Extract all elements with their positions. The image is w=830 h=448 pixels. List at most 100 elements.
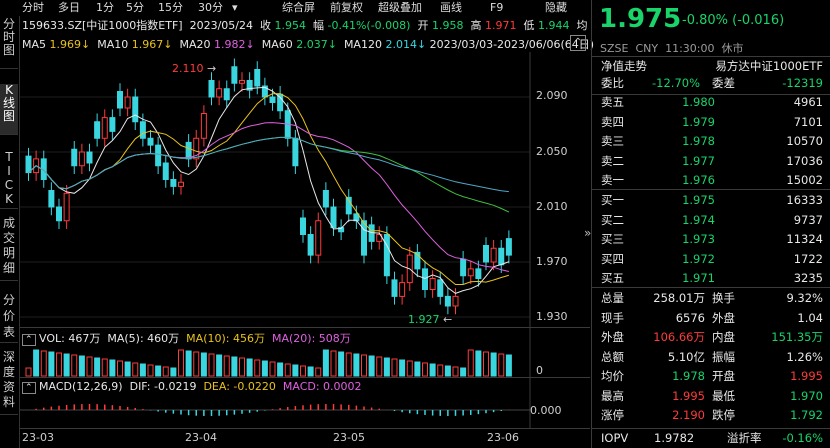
- candle-body: [437, 279, 444, 297]
- bid-level-label: 买三: [601, 232, 624, 246]
- volume-bar: [391, 358, 398, 377]
- stat-value: 258.01万: [653, 291, 705, 305]
- bid-level-label: 买一: [601, 193, 624, 207]
- volume-bar: [444, 365, 451, 377]
- ask-price: 1.976: [682, 173, 715, 187]
- volume-bar: [376, 356, 383, 377]
- candle-body: [48, 190, 55, 208]
- candle-body: [216, 88, 223, 98]
- bid-price: 1.972: [682, 251, 715, 266]
- tab-multiday[interactable]: 多日: [58, 1, 80, 14]
- tab-kline-chart[interactable]: K线图: [0, 84, 18, 135]
- bid-volume: 9737: [793, 212, 823, 227]
- high-label: 高: [470, 19, 482, 32]
- candle-body: [414, 251, 421, 270]
- candle-body: [178, 181, 184, 187]
- market-info: SZSE CNY 11:30:00 休市: [600, 40, 744, 56]
- divider: [592, 94, 830, 95]
- tab-hide[interactable]: 隐藏: [545, 1, 567, 14]
- ma-line: [28, 122, 510, 272]
- collapse-icon[interactable]: ⌃: [570, 35, 586, 51]
- candle-body: [505, 238, 512, 256]
- price-tick: 2.050: [536, 145, 568, 158]
- quote-panel: 1.975 -0.80% (-0.016) SZSE CNY 11:30:00 …: [591, 0, 830, 448]
- currency: CNY: [635, 42, 659, 55]
- tab-5min[interactable]: 5分: [126, 1, 144, 14]
- candle-body: [490, 247, 497, 263]
- volume-bar: [307, 366, 314, 377]
- volume-bars: [25, 349, 512, 377]
- period-dropdown-icon[interactable]: ▾: [232, 1, 238, 14]
- ma-line: [28, 136, 509, 193]
- ma10-label: MA10: [97, 38, 129, 51]
- tab-1min[interactable]: 1分: [96, 1, 114, 14]
- tab-30min[interactable]: 30分: [198, 1, 223, 14]
- divider: [592, 428, 830, 429]
- volume-bar: [33, 349, 40, 377]
- volume-bar: [162, 366, 169, 377]
- tab-composite[interactable]: 综合屏: [282, 1, 315, 14]
- nav-trend-link[interactable]: 净值走势: [601, 59, 647, 73]
- divider: [592, 56, 830, 57]
- open-label: 开: [417, 19, 429, 32]
- price-change: -0.80% (-0.016): [682, 13, 785, 28]
- change-value: -0.41%(-0.008): [327, 19, 411, 32]
- tab-15min[interactable]: 15分: [158, 1, 183, 14]
- bid-price: 1.971: [682, 271, 715, 285]
- date-tick: 23-03: [22, 431, 54, 444]
- tab-trade-detail[interactable]: 成交明细: [0, 216, 18, 281]
- ma120-label: MA120: [343, 38, 382, 51]
- vol-legend: ⌃ VOL: 467万 MA(5): 460万 MA(10): 456万 MA(…: [22, 330, 351, 346]
- bid-volume: 1722: [793, 251, 823, 266]
- expand-panel-icon[interactable]: »: [584, 226, 592, 240]
- volume-bar: [429, 363, 436, 377]
- tab-forward-adjust[interactable]: 前复权: [330, 1, 363, 14]
- macd-dea: DEA: -0.0220: [203, 380, 276, 393]
- tab-depth-data[interactable]: 深度资料: [0, 350, 18, 415]
- date-tick: 23-05: [333, 431, 365, 444]
- volume-bar: [292, 364, 299, 377]
- bid-row: 买一 1.975 16333: [592, 190, 830, 210]
- volume-bar: [361, 354, 367, 377]
- vol-value: VOL: 467万: [39, 332, 101, 345]
- moving-average-lines: [28, 86, 510, 294]
- volume-bar: [383, 357, 390, 377]
- vol-collapse-icon[interactable]: ⌃: [22, 334, 36, 346]
- volume-bar: [94, 357, 101, 377]
- weibi-value: -12.70%: [652, 76, 700, 90]
- tab-time-chart[interactable]: 分时图: [0, 18, 18, 69]
- bid-level-label: 买四: [601, 251, 624, 266]
- volume-bar: [101, 358, 108, 377]
- candle-body: [162, 162, 169, 180]
- ask-level-label: 卖一: [601, 173, 624, 187]
- tab-f9[interactable]: F9: [490, 1, 504, 14]
- candle-body: [117, 91, 123, 109]
- stat-value: 1.26%: [786, 349, 823, 364]
- macd-collapse-icon[interactable]: ⌃: [22, 382, 36, 394]
- tab-draw-line[interactable]: 画线: [440, 1, 462, 14]
- candle-body: [307, 234, 314, 256]
- stat-label: 总额: [601, 349, 624, 364]
- volume-bar: [345, 352, 352, 377]
- volume-bar: [193, 351, 200, 377]
- volume-bar: [86, 356, 93, 377]
- weibi-row: 委比 -12.70% 委差 -12319: [592, 73, 830, 93]
- volume-bar: [48, 351, 55, 377]
- bid-volume: 11324: [786, 232, 823, 246]
- ask-volume: 10570: [786, 134, 823, 148]
- ma-line: [28, 86, 510, 294]
- tab-tick[interactable]: TICK: [0, 150, 18, 209]
- stat-value: 106.66万: [653, 330, 705, 344]
- volume-bar: [338, 351, 345, 377]
- bid-level-label: 买五: [601, 271, 624, 285]
- low-value: 1.944: [537, 19, 570, 32]
- stat-value: 9.32%: [786, 291, 823, 305]
- tab-overlay[interactable]: 超级叠加: [378, 1, 422, 14]
- iopv-label: IOPV: [601, 431, 629, 445]
- tab-intraday[interactable]: 分时: [22, 1, 44, 14]
- ma-line: [28, 93, 510, 285]
- ask-volume: 17036: [786, 153, 823, 168]
- vol-axis-zero: 0: [536, 364, 543, 377]
- volume-bar: [498, 353, 505, 377]
- tab-price-table[interactable]: 分价表: [0, 292, 18, 343]
